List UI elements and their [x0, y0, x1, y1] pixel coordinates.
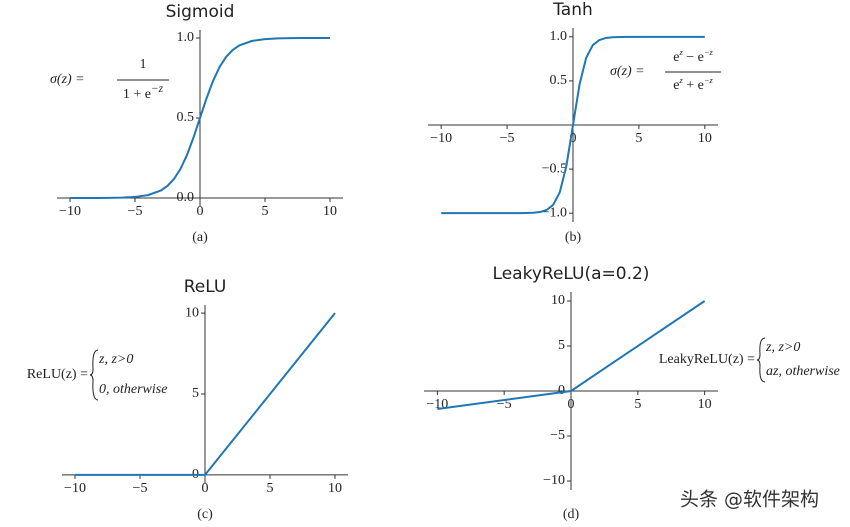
y-tick-label: 0.0	[177, 190, 195, 205]
formula-numerator: ez − e−z	[673, 48, 713, 65]
chart-title: Sigmoid	[166, 2, 235, 22]
formula-exponent: −z	[151, 83, 164, 95]
caption: (a)	[192, 230, 208, 245]
formula-term: 1	[140, 57, 147, 72]
chart-title: LeakyReLU(a=0.2)	[493, 264, 650, 284]
formula-term: e	[673, 78, 679, 93]
x-tick-label: −10	[64, 481, 86, 496]
y-tick-label: 0.5	[177, 110, 195, 125]
y-tick-label: −0.5	[542, 161, 567, 176]
formula-denominator: 1 + e−z	[123, 83, 164, 103]
y-tick-label: 10	[551, 293, 565, 308]
curve	[75, 312, 336, 476]
x-tick-label: −5	[128, 204, 143, 219]
y-tick-label: −1.0	[542, 205, 567, 220]
brace	[89, 349, 99, 401]
x-tick-label: 10	[698, 131, 712, 146]
x-tick-label: −5	[133, 481, 148, 496]
y-tick-label: 0	[558, 383, 565, 398]
formula-exponent: z	[679, 48, 684, 57]
chart-title: ReLU	[184, 277, 227, 297]
caption: (b)	[565, 230, 582, 245]
formula-exponent: −z	[704, 48, 714, 57]
chart-title: Tanh	[552, 0, 593, 20]
watermark: 头条 @软件架构	[680, 489, 819, 511]
formula-case: z, z>0	[765, 340, 800, 355]
formula-term: e	[673, 50, 679, 65]
formula-term: + e	[683, 78, 704, 93]
y-tick-label: −5	[550, 428, 565, 443]
formula-denominator: ez + e−z	[673, 76, 713, 93]
x-tick-label: 0	[570, 131, 577, 146]
caption: (d)	[563, 507, 580, 522]
y-tick-label: 0.5	[550, 73, 568, 88]
formula-exponent: −z	[704, 76, 714, 85]
y-tick-label: 1.0	[177, 30, 195, 45]
formula-exponent: z	[679, 76, 684, 85]
formula-case: 0, otherwise	[99, 382, 167, 397]
x-tick-label: 5	[262, 204, 269, 219]
formula-term: 1 + e	[123, 87, 151, 102]
x-tick-label: 5	[635, 131, 642, 146]
brace	[756, 337, 766, 383]
y-tick-label: −10	[543, 473, 565, 488]
x-tick-label: 10	[698, 397, 712, 412]
formula-lhs: σ(z) =	[610, 64, 645, 79]
x-tick-label: 0	[568, 397, 575, 412]
curve	[437, 300, 706, 410]
x-tick-label: −5	[500, 131, 515, 146]
x-tick-label: −10	[59, 204, 81, 219]
y-tick-label: 1.0	[550, 29, 568, 44]
formula-numerator: 1	[140, 57, 147, 72]
y-tick-label: 10	[185, 305, 199, 320]
curve	[441, 35, 705, 215]
y-tick-label: 5	[192, 386, 199, 401]
formula-lhs: ReLU(z) =	[27, 367, 88, 382]
x-tick-label: 10	[323, 204, 337, 219]
x-tick-label: 0	[202, 481, 209, 496]
x-tick-label: 5	[267, 481, 274, 496]
formula-lhs: σ(z) =	[50, 72, 85, 87]
x-tick-label: 0	[197, 204, 204, 219]
caption: (c)	[197, 507, 213, 522]
x-tick-label: 5	[634, 397, 641, 412]
formula-term: − e	[683, 50, 704, 65]
x-tick-label: −10	[426, 397, 448, 412]
formula-lhs: LeakyReLU(z) =	[659, 352, 755, 367]
curve	[69, 37, 330, 199]
formula-case: z, z>0	[98, 352, 133, 367]
formula-case: az, otherwise	[766, 364, 840, 379]
x-tick-label: −10	[430, 131, 452, 146]
y-tick-label: 5	[558, 338, 565, 353]
x-tick-label: 10	[328, 481, 342, 496]
